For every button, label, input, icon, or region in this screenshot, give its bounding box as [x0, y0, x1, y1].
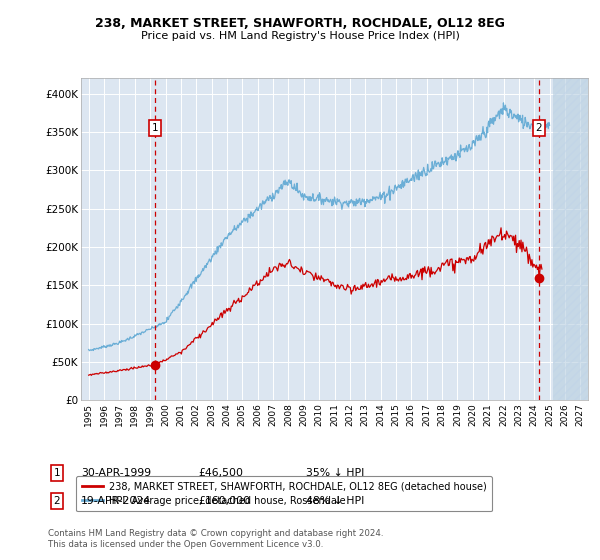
Text: 30-APR-1999: 30-APR-1999 [81, 468, 151, 478]
Text: Price paid vs. HM Land Registry's House Price Index (HPI): Price paid vs. HM Land Registry's House … [140, 31, 460, 41]
Text: £160,000: £160,000 [198, 496, 250, 506]
Text: 238, MARKET STREET, SHAWFORTH, ROCHDALE, OL12 8EG: 238, MARKET STREET, SHAWFORTH, ROCHDALE,… [95, 17, 505, 30]
Bar [553, 78, 588, 400]
Text: 19-APR-2024: 19-APR-2024 [81, 496, 151, 506]
Text: Contains HM Land Registry data © Crown copyright and database right 2024.
This d: Contains HM Land Registry data © Crown c… [48, 529, 383, 549]
Text: 2: 2 [536, 123, 542, 133]
Legend: 238, MARKET STREET, SHAWFORTH, ROCHDALE, OL12 8EG (detached house), HPI: Average: 238, MARKET STREET, SHAWFORTH, ROCHDALE,… [76, 476, 493, 511]
Text: 48% ↓ HPI: 48% ↓ HPI [306, 496, 364, 506]
Text: 1: 1 [152, 123, 158, 133]
Text: £46,500: £46,500 [198, 468, 243, 478]
Text: 35% ↓ HPI: 35% ↓ HPI [306, 468, 364, 478]
Text: 2: 2 [53, 496, 61, 506]
Text: 1: 1 [53, 468, 61, 478]
